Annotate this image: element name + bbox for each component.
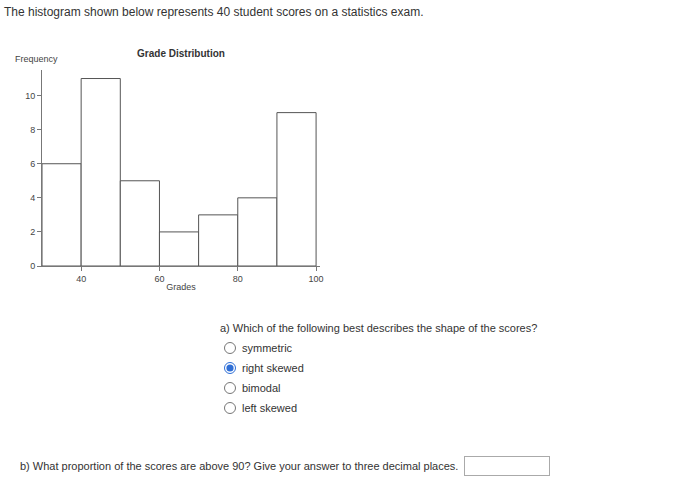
svg-text:6: 6 [30,159,35,169]
html-text:b) What proportion of the scor: b) What proportion of the scores are abo… [20,460,459,472]
svg-text:0: 0 [30,261,35,271]
svg-text:Grade Distribution: Grade Distribution [137,48,225,59]
svg-text:40: 40 [76,274,86,284]
html-text:symmetric: symmetric [242,342,293,354]
svg-text:4: 4 [30,193,35,203]
svg-text:Grades: Grades [166,282,196,292]
html-text:left skewed: left skewed [242,402,297,414]
html-text:a) Which of the following best: a) Which of the following best describes… [220,322,538,334]
svg-text:10: 10 [25,91,35,101]
html-text:bimodal: bimodal [242,382,281,394]
html-text:right skewed: right skewed [242,362,304,374]
svg-text:60: 60 [154,274,164,284]
svg-text:8: 8 [30,125,35,135]
svg-text:80: 80 [233,274,243,284]
svg-text:Frequency: Frequency [15,54,58,64]
svg-text:2: 2 [30,227,35,237]
svg-text:100: 100 [309,274,324,284]
html-text:The histogram shown below repr: The histogram shown below represents 40 … [4,5,424,19]
